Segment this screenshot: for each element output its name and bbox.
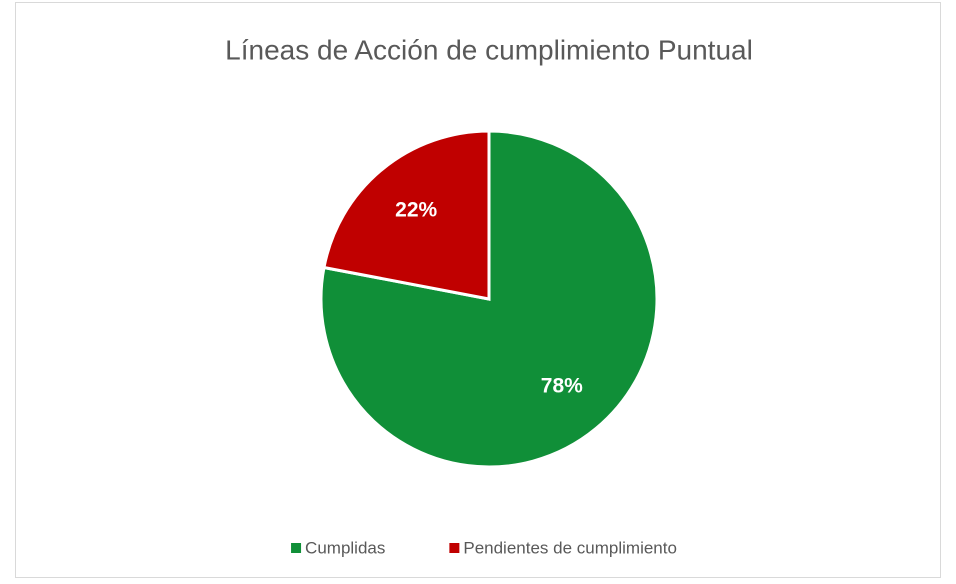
legend-label: Cumplidas xyxy=(305,538,385,557)
legend-swatch xyxy=(291,543,302,553)
data-label: 22% xyxy=(395,199,437,222)
pie-slice xyxy=(319,129,659,469)
legend-label: Pendientes de cumplimiento xyxy=(463,538,677,557)
legend-swatch xyxy=(449,543,460,553)
pie-slice xyxy=(322,129,491,301)
chart-title: Líneas de Acción de cumplimiento Puntual xyxy=(225,34,753,65)
data-label: 78% xyxy=(541,375,583,398)
